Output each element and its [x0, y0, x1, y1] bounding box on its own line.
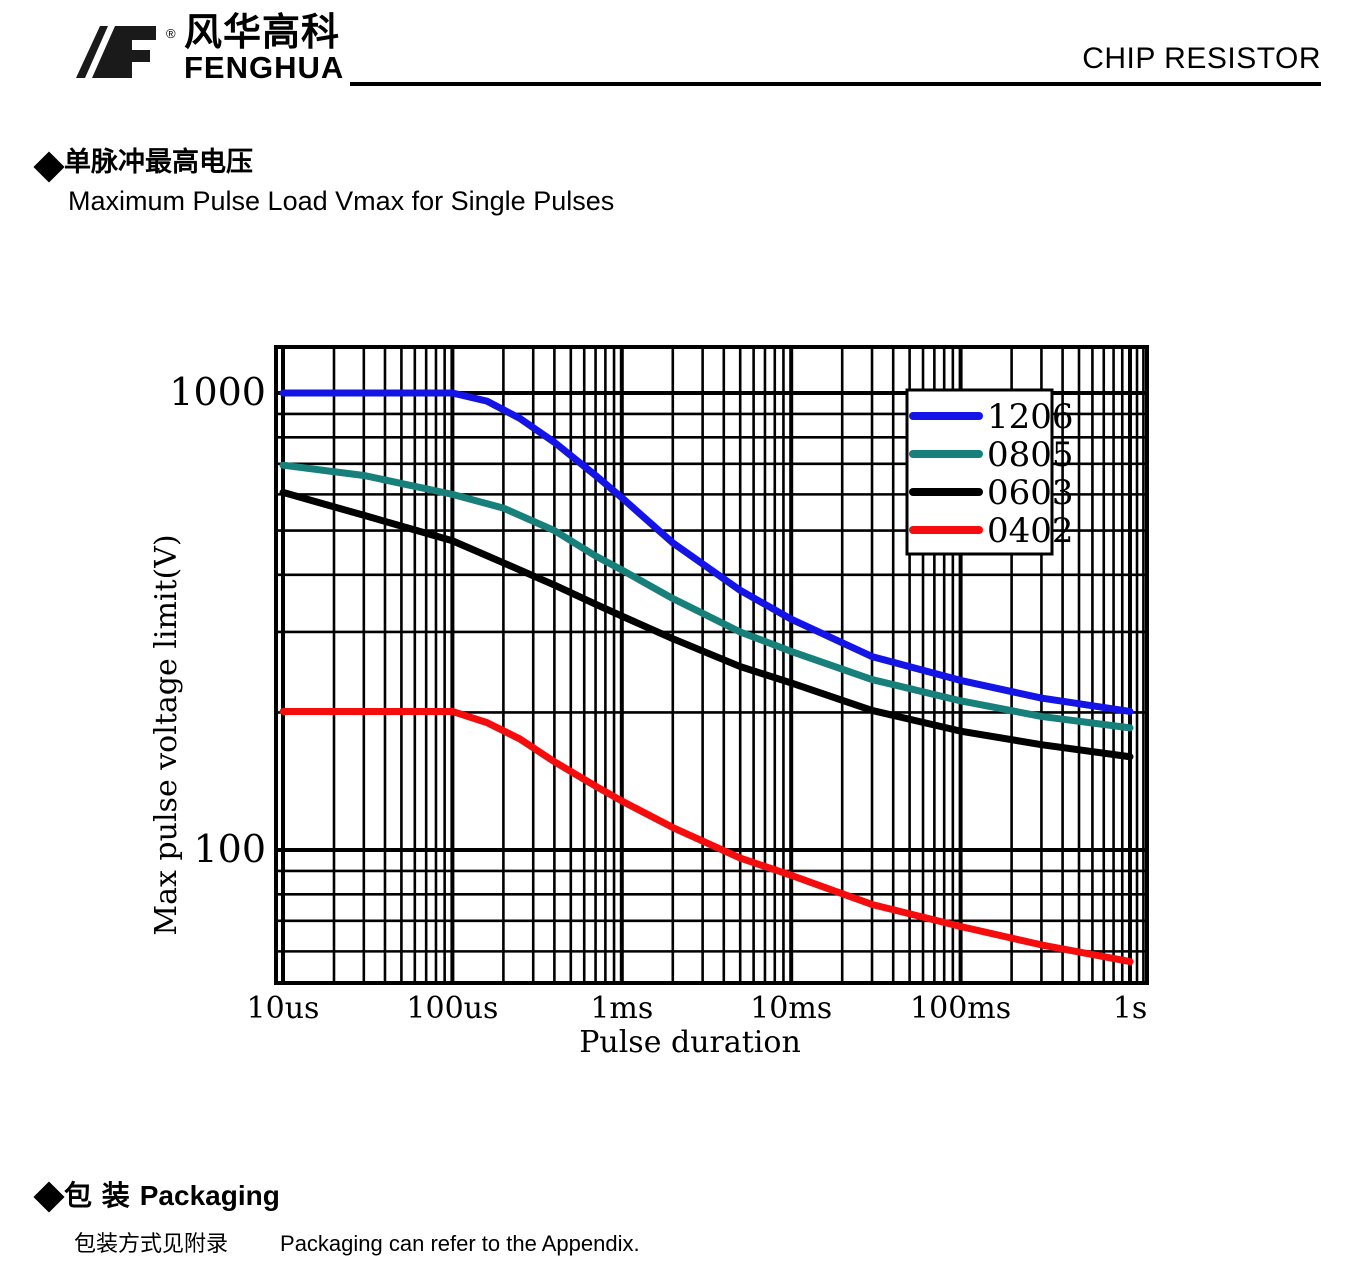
registered-trademark-icon: ®: [166, 26, 176, 41]
chart-y-tick-label: 1000: [169, 370, 266, 414]
section-packaging-heading-cn: 包 装: [64, 1179, 130, 1212]
packaging-note-cn: 包装方式见附录: [74, 1232, 229, 1257]
brand-name-en: FENGHUA: [184, 50, 345, 85]
section-pulse-heading-cn: 单脉冲最高电压: [64, 147, 253, 178]
chart-series-group: [279, 389, 1134, 966]
chart-y-tick-label: 100: [193, 827, 266, 871]
chart-x-tick-label: 100us: [406, 991, 498, 1026]
chart-series-line-0603: [279, 488, 1134, 761]
section-packaging-body: 包装方式见附录 Packaging can refer to the Append…: [74, 1226, 640, 1258]
bullet-diamond-icon-2: [33, 1181, 65, 1213]
chart-plot-frame: [274, 345, 1149, 985]
brand-logo: ® 风华高科 FENGHUA: [70, 12, 344, 84]
header-divider: [350, 82, 1321, 86]
bullet-diamond-icon: [33, 151, 65, 183]
chart-x-tick-label: 100ms: [910, 991, 1011, 1026]
chart-legend-label-0805: 0805: [987, 435, 1074, 475]
section-packaging-heading: 包 装 Packaging: [33, 1178, 640, 1214]
section-pulse-heading-en: Maximum Pulse Load Vmax for Single Pulse…: [68, 186, 615, 216]
page-header: ® 风华高科 FENGHUA CHIP RESISTOR: [0, 0, 1369, 100]
chart-y-axis-label: Max pulse voltage limit(V): [149, 534, 184, 935]
chart-y-tick-labels: 1000 100: [169, 370, 266, 871]
chart-legend-label-0603: 0603: [987, 473, 1074, 513]
brand-wordmark: 风华高科 FENGHUA: [184, 12, 344, 84]
page-title: CHIP RESISTOR: [1082, 42, 1321, 75]
packaging-note-en: Packaging can refer to the Appendix.: [280, 1231, 640, 1256]
chart-series-line-0805: [279, 461, 1134, 732]
section-packaging-heading-en: Packaging: [139, 1180, 280, 1211]
section-pulse-heading: 单脉冲最高电压 Maximum Pulse Load Vmax for Sing…: [33, 147, 615, 218]
chart-x-tick-label: 1s: [1113, 991, 1147, 1026]
chart-series-line-1206: [279, 389, 1134, 715]
chart-x-axis-label: Pulse duration: [579, 1025, 801, 1060]
chart-series-line-0402: [279, 707, 1134, 966]
fenghua-logo-icon: ®: [70, 22, 176, 84]
chart-legend-label-0402: 0402: [987, 511, 1074, 551]
chart-x-tick-label: 10us: [247, 991, 320, 1026]
chart-legend-label-1206: 1206: [987, 397, 1074, 437]
chart-canvas: 10us 100us 1ms 10ms 100ms 1s 1000 100 Pulse du…: [149, 345, 1149, 1060]
section-packaging: 包 装 Packaging 包装方式见附录 Packaging can refer …: [33, 1178, 640, 1258]
brand-name-cn: 风华高科: [184, 10, 341, 54]
chart-x-tick-labels: 10us 100us 1ms 10ms 100ms 1s: [247, 991, 1148, 1026]
chart-x-tick-label: 1ms: [590, 991, 653, 1026]
pulse-load-chart: 10us 100us 1ms 10ms 100ms 1s 1000 100 Pulse du…: [0, 300, 1369, 1090]
chart-x-tick-label: 10ms: [750, 991, 832, 1026]
